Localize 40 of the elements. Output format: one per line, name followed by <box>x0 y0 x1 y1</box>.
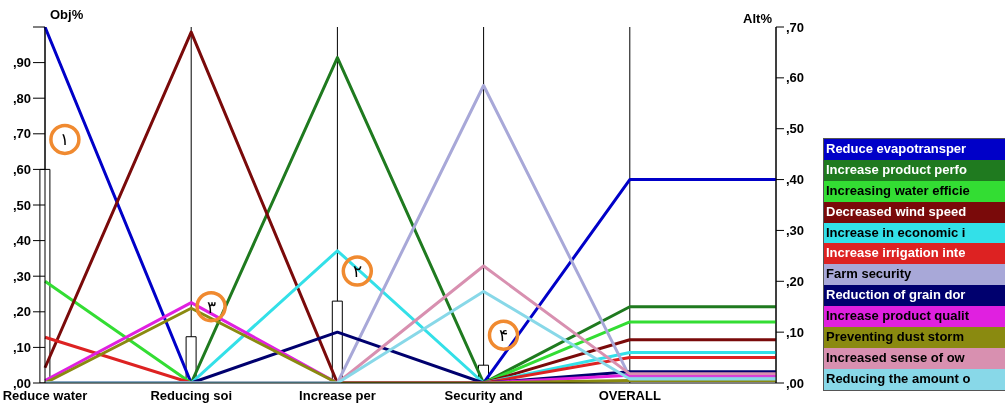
y2-tick-label: ,60 <box>786 70 805 86</box>
y-tick-label: ,70 <box>12 126 31 142</box>
y2-tick-label: ,70 <box>786 19 805 35</box>
text: Increase in economic i <box>824 222 1005 244</box>
annotation: ٣ <box>206 297 216 317</box>
text: Increasing water efficie <box>824 180 1005 202</box>
y-tick-label: ,80 <box>12 90 31 106</box>
text: Increase product qualit <box>824 306 1005 328</box>
x-tick-label: Reduce water <box>2 388 88 404</box>
y-tick-label: ,10 <box>12 340 31 356</box>
text: Reduce evapotransper <box>824 139 1005 160</box>
x-tick-label: OVERALL <box>598 388 661 404</box>
y-tick-label: ,60 <box>12 162 31 178</box>
y2-tick-label: ,30 <box>786 223 805 239</box>
y-tick-label: ,30 <box>12 268 31 284</box>
x-tick-label: Reducing soi <box>150 388 233 404</box>
y-tick-label: ,50 <box>12 197 31 213</box>
y-axis-title: Obj% <box>50 7 84 22</box>
y-tick-label: ,20 <box>12 304 31 320</box>
text: Increase product perfo <box>824 159 1005 181</box>
y-tick-label: ,00 <box>12 375 31 391</box>
text: Preventing dust storm <box>824 327 1005 348</box>
y-tick-label: ,90 <box>12 55 31 71</box>
x-tick-label: Increase per <box>299 388 376 404</box>
text: Farm security <box>824 264 1005 286</box>
y-tick-label: ,40 <box>12 233 31 249</box>
text: Reducing the amount o <box>824 368 1005 390</box>
text: Increase irrigation inte <box>824 243 1005 265</box>
y2-tick-label: ,00 <box>786 375 805 391</box>
annotation: ١ <box>60 130 70 150</box>
y2-tick-label: ,10 <box>786 324 805 340</box>
annotation: ۴ <box>499 326 508 346</box>
y2-tick-label: ,20 <box>786 273 805 289</box>
text: Increased sense of ow <box>824 347 1005 369</box>
text: Decreased wind speed <box>824 201 1005 223</box>
y2-tick-label: ,50 <box>786 121 805 137</box>
text: Reduction of grain dor <box>824 285 1005 307</box>
y2-tick-label: ,40 <box>786 172 805 188</box>
x-tick-label: Security and <box>444 388 523 404</box>
y2-axis-title: Alt% <box>743 11 773 26</box>
